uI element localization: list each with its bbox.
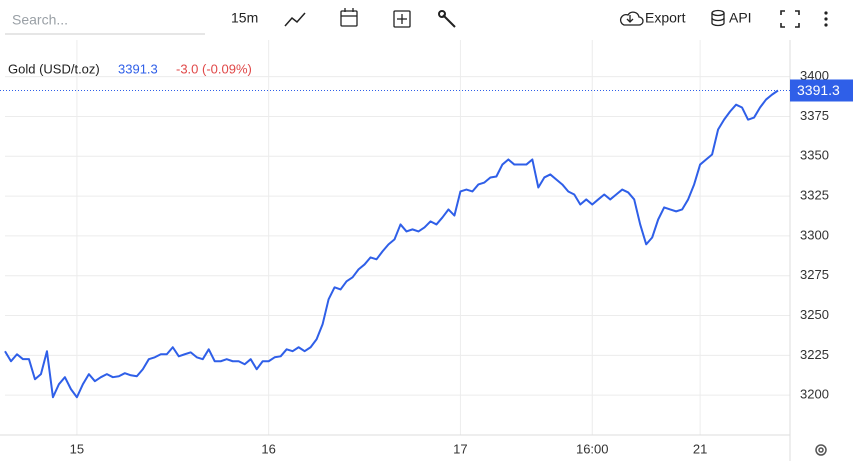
y-tick-label: 3200 (800, 387, 829, 402)
y-tick-label: 3300 (800, 227, 829, 242)
last-price-tag (790, 79, 853, 102)
last-price-label: 3391.3 (797, 82, 840, 98)
x-tick-label: 17 (453, 441, 467, 456)
legend-name: Gold (USD/t.oz) (8, 61, 100, 76)
export-icon[interactable] (620, 11, 644, 26)
x-tick-label: 16 (261, 441, 275, 456)
export-button[interactable]: Export (645, 10, 686, 26)
settings-wrench-icon[interactable] (438, 10, 456, 28)
api-button[interactable]: API (729, 10, 752, 26)
add-indicator-icon[interactable] (393, 10, 411, 28)
search-box[interactable]: Search... (12, 12, 68, 28)
x-tick-label: 21 (693, 441, 707, 456)
api-icon[interactable] (711, 9, 725, 27)
interval-button[interactable]: 15m (231, 10, 258, 26)
x-tick-label: 16:00 (576, 441, 609, 456)
more-menu-icon[interactable] (824, 11, 828, 27)
y-tick-label: 3350 (800, 148, 829, 163)
x-tick-label: 15 (70, 441, 84, 456)
legend-price: 3391.3 (118, 61, 158, 76)
y-tick-label: 3275 (800, 267, 829, 282)
calendar-icon[interactable] (340, 8, 358, 27)
y-tick-label: 3325 (800, 188, 829, 203)
y-tick-label: 3250 (800, 307, 829, 322)
chart-type-icon[interactable] (284, 12, 306, 27)
price-line (4, 89, 779, 399)
legend-change: -3.0 (-0.09%) (176, 61, 252, 76)
fullscreen-icon[interactable] (780, 10, 800, 28)
y-tick-label: 3225 (800, 347, 829, 362)
plot-area: 3200 3225 3250 3275 3300 3325 3350 3375 3400 15 16… (0, 40, 853, 461)
y-tick-label: 3375 (800, 108, 829, 123)
y-tick-label: 3400 (800, 68, 829, 83)
axis-settings-icon[interactable] (815, 444, 827, 456)
